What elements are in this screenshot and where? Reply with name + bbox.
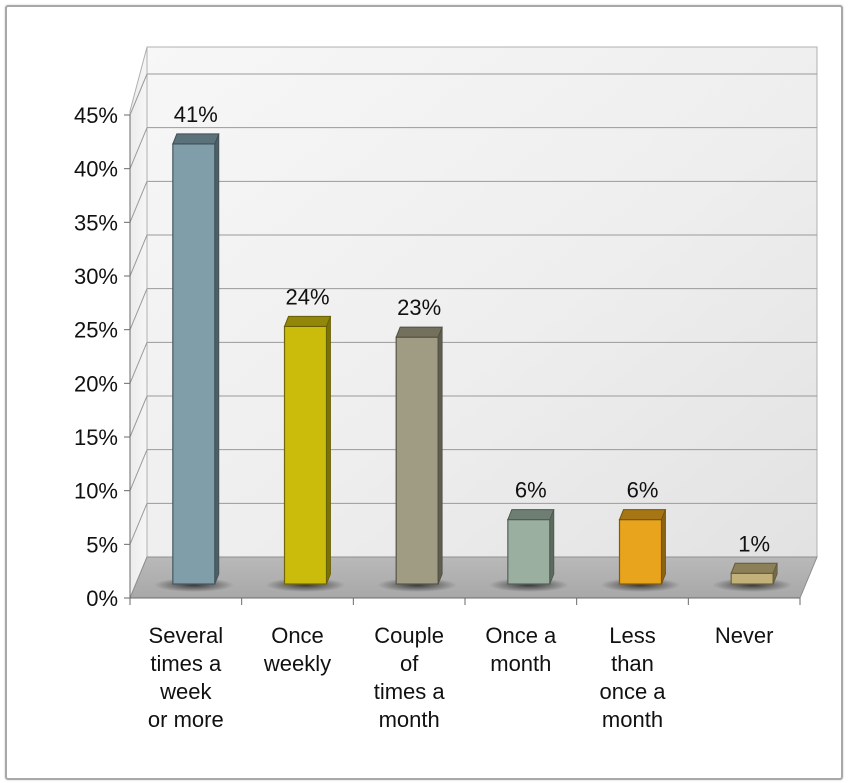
gridline-side (129, 449, 148, 491)
bar-top (283, 315, 332, 327)
floor (129, 556, 818, 599)
plot-walls (129, 46, 818, 599)
y-tick-label: 10% (74, 479, 118, 504)
y-tick-label: 20% (74, 371, 118, 396)
bar-side (326, 316, 331, 585)
x-tick-label: Once weekly (263, 623, 331, 676)
bar (265, 315, 346, 592)
value-label: 6% (515, 478, 547, 503)
bar (600, 509, 681, 592)
bar (712, 562, 793, 592)
gridline-side (129, 181, 148, 223)
value-label: 6% (627, 478, 659, 503)
y-tick-label: 45% (74, 103, 118, 128)
value-label: 41% (174, 102, 218, 127)
bar-top (172, 133, 220, 145)
value-label: 1% (738, 531, 770, 556)
x-tick-label: Couple of times a month (374, 623, 446, 732)
bar-top (730, 562, 778, 574)
bar-front (730, 572, 774, 585)
bar-front (395, 336, 439, 585)
bar-top (395, 326, 443, 338)
x-tick-label: Once a month (485, 623, 557, 676)
x-tick-label: Several times a week or more (148, 623, 224, 732)
gridline-side (129, 395, 148, 438)
bar-top (618, 509, 667, 521)
gridlines (129, 73, 817, 545)
bar-side (437, 326, 443, 585)
bar (377, 326, 458, 592)
bar-side (214, 133, 220, 585)
gridline-side (129, 234, 148, 277)
chart-frame: 0% 5% 10% 15% 20% 25% 30% 35% 40% 45% Several time… (5, 5, 843, 780)
bars (153, 133, 793, 592)
y-tick-label: 30% (74, 264, 118, 289)
bar-side (772, 563, 778, 585)
gridline-side (129, 342, 148, 384)
gridline-side (129, 127, 148, 169)
bar-top (507, 509, 555, 521)
bar-side (661, 509, 666, 585)
bar-chart: 0% 5% 10% 15% 20% 25% 30% 35% 40% 45% Several time… (74, 46, 818, 732)
bar-side (549, 509, 555, 585)
y-tick-label: 0% (86, 586, 118, 611)
y-tick-label: 25% (74, 318, 118, 343)
y-tick-label: 40% (74, 157, 118, 182)
y-tick-label: 35% (74, 210, 118, 235)
x-axis: Several times a week or more Once weekly Coupl… (129, 597, 801, 732)
value-label: 24% (285, 284, 329, 309)
bar (153, 133, 234, 592)
x-tick-label: Less than once a month (599, 623, 666, 732)
y-tick-label: 5% (86, 532, 118, 557)
bar-front (172, 143, 216, 585)
bar-front (618, 518, 663, 585)
back-wall (146, 46, 818, 558)
data-labels: 41% 24% 23% 6% 6% 1% (174, 102, 770, 556)
gridline-side (129, 73, 148, 116)
bar-front (283, 325, 328, 585)
bar (488, 509, 569, 592)
y-tick-label: 15% (74, 425, 118, 450)
value-label: 23% (397, 295, 441, 320)
x-tick-label: Never (715, 623, 774, 648)
bar-front (507, 518, 551, 585)
y-axis: 0% 5% 10% 15% 20% 25% 30% 35% 40% 45% (74, 103, 131, 611)
gridline-side (129, 503, 148, 545)
gridline-side (129, 288, 148, 330)
